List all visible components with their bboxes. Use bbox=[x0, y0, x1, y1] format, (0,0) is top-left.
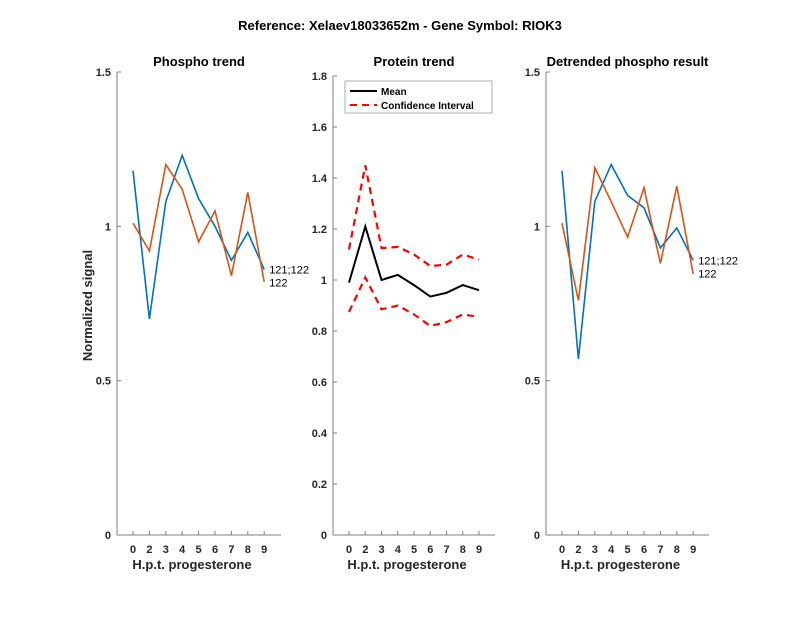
x-tick-label: 0 bbox=[559, 544, 565, 556]
x-tick-label: 9 bbox=[690, 544, 696, 556]
x-tick-label: 0 bbox=[130, 544, 136, 556]
x-tick-label: 9 bbox=[476, 544, 482, 556]
x-tick-label: 5 bbox=[625, 544, 631, 556]
y-tick-label: 0.2 bbox=[312, 479, 327, 491]
x-tick-label: 4 bbox=[608, 544, 615, 556]
series-line-122 bbox=[561, 164, 694, 301]
series-line-mean bbox=[348, 222, 480, 298]
panel-title: Phospho trend bbox=[153, 54, 245, 69]
series-annotation: 121;122 bbox=[269, 265, 309, 277]
legend-entry: Mean bbox=[381, 87, 407, 98]
panel-title: Protein trend bbox=[374, 54, 455, 69]
y-tick-label: 0.6 bbox=[312, 377, 327, 389]
x-tick-label: 3 bbox=[592, 544, 598, 556]
x-tick-label: 0 bbox=[346, 544, 352, 556]
x-tick-label: 8 bbox=[245, 544, 251, 556]
y-tick-label: 0.4 bbox=[312, 428, 328, 440]
y-tick-label: 1 bbox=[534, 221, 540, 233]
x-tick-label: 9 bbox=[261, 544, 267, 556]
x-axis-label: H.p.t. progesterone bbox=[347, 557, 466, 572]
x-tick-label: 5 bbox=[411, 544, 417, 556]
y-tick-label: 1.5 bbox=[525, 67, 540, 79]
series-line-confidence-interval-lower- bbox=[348, 274, 480, 328]
x-axis-label: H.p.t. progesterone bbox=[132, 557, 251, 572]
figure-title: Reference: Xelaev18033652m - Gene Symbol… bbox=[238, 18, 562, 33]
y-tick-label: 0.8 bbox=[312, 326, 327, 338]
x-tick-label: 6 bbox=[641, 544, 647, 556]
y-tick-label: 1.2 bbox=[312, 224, 327, 236]
x-tick-label: 6 bbox=[427, 544, 433, 556]
x-axis-label: H.p.t. progesterone bbox=[561, 557, 680, 572]
x-tick-label: 4 bbox=[395, 544, 402, 556]
x-tick-label: 6 bbox=[212, 544, 218, 556]
x-tick-label: 4 bbox=[179, 544, 186, 556]
series-annotation: 121;122 bbox=[698, 255, 738, 267]
legend-entry: Confidence Interval bbox=[381, 101, 474, 112]
y-tick-label: 1.4 bbox=[312, 173, 328, 185]
y-tick-label: 0 bbox=[321, 530, 327, 542]
legend-box bbox=[344, 80, 493, 114]
x-tick-label: 3 bbox=[163, 544, 169, 556]
protein-trend-panel: Protein trend 0 0.2 0.4 0.6 0.8 1 1.2 1.4 1.6 1.8 0… bbox=[312, 54, 495, 572]
panel-title: Detrended phospho result bbox=[547, 54, 709, 69]
x-tick-label: 5 bbox=[196, 544, 202, 556]
x-tick-label: 7 bbox=[228, 544, 234, 556]
x-tick-label: 2 bbox=[362, 544, 368, 556]
y-tick-label: 1.6 bbox=[312, 122, 327, 134]
series-line-confidence-interval-upper- bbox=[347, 165, 480, 268]
y-tick-label: 0 bbox=[105, 530, 111, 542]
x-tick-label: 7 bbox=[443, 544, 449, 556]
y-tick-label: 0.5 bbox=[96, 376, 111, 388]
y-tick-label: 0.5 bbox=[525, 376, 540, 388]
y-axis-label: Normalized signal bbox=[80, 250, 95, 361]
x-tick-label: 8 bbox=[674, 544, 680, 556]
series-line-121-122 bbox=[132, 152, 265, 320]
y-tick-label: 1 bbox=[105, 221, 111, 233]
y-tick-label: 0 bbox=[534, 530, 540, 542]
y-tick-label: 1.5 bbox=[96, 67, 111, 79]
x-tick-label: 7 bbox=[657, 544, 663, 556]
series-line-121-122 bbox=[561, 162, 694, 360]
series-line-122 bbox=[132, 162, 265, 283]
x-tick-label: 8 bbox=[460, 544, 466, 556]
series-annotation: 122 bbox=[269, 278, 287, 290]
x-tick-label: 2 bbox=[146, 544, 152, 556]
y-tick-label: 1 bbox=[321, 275, 327, 287]
x-tick-label: 3 bbox=[378, 544, 384, 556]
x-tick-label: 2 bbox=[575, 544, 581, 556]
series-annotation: 122 bbox=[698, 268, 716, 280]
y-tick-label: 1.8 bbox=[312, 71, 327, 83]
